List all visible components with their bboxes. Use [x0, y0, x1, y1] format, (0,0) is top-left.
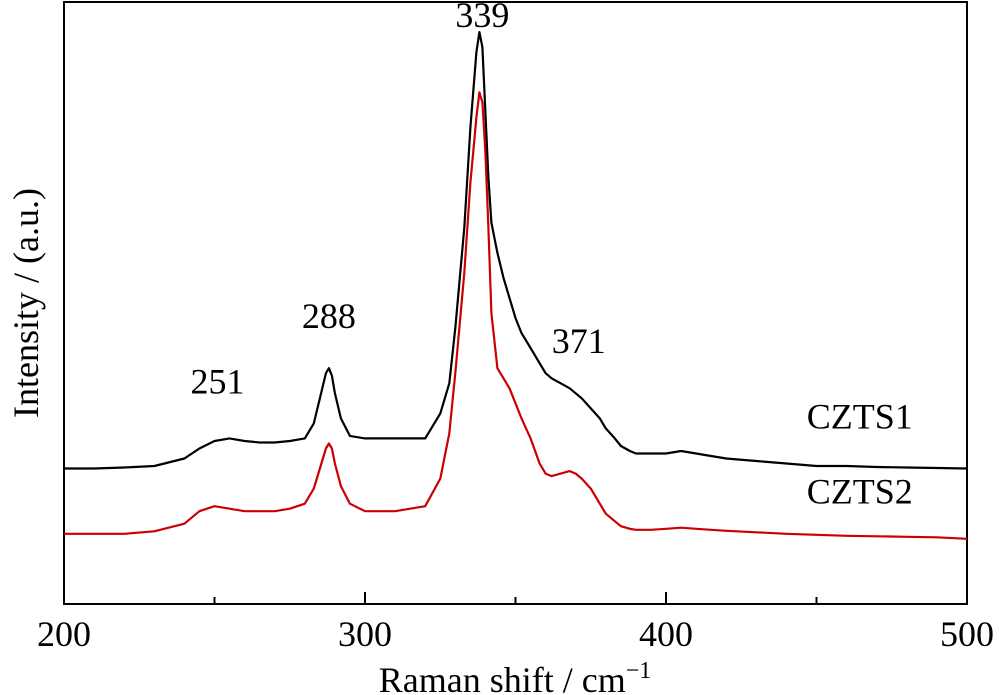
- peak-label: 339: [455, 0, 509, 35]
- x-tick-label: 500: [940, 614, 994, 654]
- peak-label: 251: [191, 361, 245, 401]
- x-tick-label: 200: [37, 614, 91, 654]
- x-tick-label: 300: [338, 614, 392, 654]
- series-layer: [64, 31, 968, 540]
- x-axis-title: Raman shift / cm−1: [379, 658, 652, 695]
- series-line-czts1: [64, 31, 968, 470]
- series-label-czts2: CZTS2: [807, 472, 913, 512]
- series-labels: CZTS1 CZTS2: [807, 396, 913, 511]
- plot-frame: [63, 1, 968, 605]
- x-tick-label: 400: [639, 614, 693, 654]
- x-axis-title-superscript: −1: [626, 658, 652, 684]
- peak-label: 371: [552, 321, 606, 361]
- series-line-czts2: [64, 91, 968, 540]
- y-axis-title: Intensity / (a.u.): [6, 188, 46, 418]
- x-ticks: 200 300 400 500: [37, 592, 994, 654]
- series-label-czts1: CZTS1: [807, 396, 913, 436]
- peak-label: 288: [302, 296, 356, 336]
- peak-labels: 251 288 339 371: [191, 0, 606, 401]
- x-axis-title-main: Raman shift / cm: [379, 660, 626, 695]
